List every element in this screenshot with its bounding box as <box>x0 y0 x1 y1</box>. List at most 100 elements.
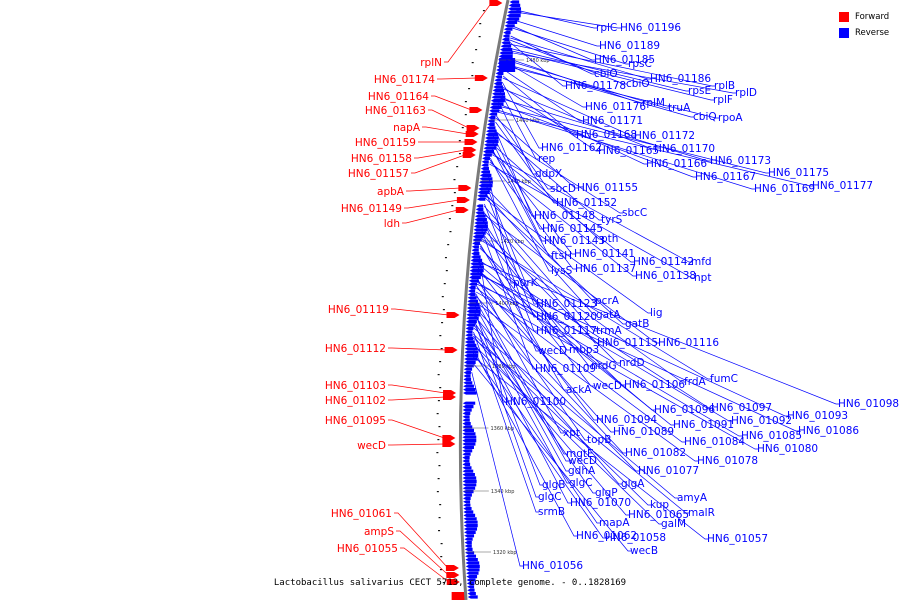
forward-feature-arrow <box>455 207 469 213</box>
reverse-gene-label: HN6_01057 <box>707 533 768 545</box>
reverse-feature-arrow <box>471 248 479 252</box>
reverse-feature-arrow <box>463 384 474 388</box>
reverse-feature-arrow <box>483 146 497 150</box>
forward-feature-dash <box>468 88 471 90</box>
forward-gene-label: HN6_01159 <box>355 137 416 149</box>
reverse-gene-label: HN6_01080 <box>757 443 818 455</box>
reverse-gene-label: rplB <box>714 80 735 92</box>
forward-feature-dash <box>479 23 482 25</box>
reverse-feature-arrow <box>475 214 486 218</box>
reverse-feature-arrow <box>467 595 478 599</box>
reverse-label-connector <box>473 323 571 504</box>
reverse-label-connector <box>474 313 570 484</box>
reverse-feature-arrow <box>467 592 476 596</box>
forward-feature-dash <box>440 348 443 350</box>
reverse-gene-label: HN6_01093 <box>787 410 848 422</box>
reverse-feature-arrow <box>477 190 490 194</box>
reverse-label-connector <box>480 237 685 383</box>
reverse-feature-arrow <box>472 235 484 239</box>
reverse-label-connector <box>497 105 769 174</box>
reverse-gene-label: glgB <box>542 479 565 491</box>
forward-feature-arrow <box>465 131 479 137</box>
reverse-feature-arrow <box>472 241 480 245</box>
scale-tick-label: 1460 kbp <box>516 118 540 124</box>
reverse-feature-arrow <box>506 17 520 21</box>
forward-feature-dash <box>439 569 442 571</box>
reverse-feature-arrow <box>487 122 495 126</box>
reverse-label-connector <box>484 197 626 325</box>
forward-feature-arrow <box>445 565 459 571</box>
reverse-label-connector <box>472 355 708 540</box>
reverse-feature-arrow <box>468 289 476 293</box>
forward-gene-label: ldh <box>384 218 400 230</box>
reverse-gene-label: nrdD <box>619 357 645 369</box>
reverse-gene-label: HN6_01092 <box>731 415 792 427</box>
reverse-feature-arrow <box>463 500 471 504</box>
forward-feature-arrow <box>442 441 456 447</box>
reverse-gene-label: HN6_01065 <box>628 509 689 521</box>
reverse-label-connector <box>486 185 537 305</box>
reverse-gene-label: rplD <box>735 87 757 99</box>
reverse-feature-arrow <box>463 503 471 507</box>
forward-feature-dash <box>437 439 440 441</box>
reverse-feature-arrow <box>463 496 471 500</box>
reverse-gene-label: HN6_01170 <box>654 143 715 155</box>
reverse-label-connector <box>483 213 659 344</box>
reverse-gene-label: tyrS <box>601 214 623 226</box>
reverse-label-connector <box>501 81 542 149</box>
reverse-gene-label: rplM <box>642 97 665 109</box>
forward-feature-arrow <box>466 125 480 131</box>
forward-feature-arrow <box>464 139 478 145</box>
forward-feature-arrow <box>446 572 460 578</box>
forward-feature-dash <box>464 101 467 103</box>
reverse-feature-arrow <box>485 133 498 137</box>
forward-feature-dash <box>475 49 478 51</box>
reverse-gene-label: wecD <box>593 380 622 392</box>
legend-forward: Forward <box>839 9 899 24</box>
reverse-feature-arrow <box>465 326 474 330</box>
reverse-feature-arrow <box>462 456 470 460</box>
reverse-gene-label: HN6_01084 <box>684 436 745 448</box>
reverse-feature-arrow <box>462 445 474 449</box>
reverse-gene-label: pth <box>601 233 618 245</box>
reverse-feature-arrow <box>462 462 471 466</box>
scale-tick-label: 1420 kbp <box>500 239 524 245</box>
reverse-feature-arrow <box>462 408 472 412</box>
reverse-label-connector <box>474 311 543 486</box>
reverse-gene-label: HN6_01056 <box>522 560 583 572</box>
reverse-gene-label: HN6_01173 <box>710 155 771 167</box>
reverse-label-connector <box>482 219 570 351</box>
forward-feature-block <box>451 592 466 600</box>
forward-feature-dash <box>442 309 445 311</box>
reverse-feature-arrow <box>463 371 471 375</box>
reverse-feature-arrow <box>465 337 474 341</box>
reverse-feature-arrow <box>488 112 498 116</box>
reverse-feature-arrow <box>463 388 476 392</box>
reverse-feature-arrow <box>467 292 476 296</box>
reverse-feature-arrow <box>465 564 480 568</box>
reverse-label-connector <box>492 143 602 240</box>
reverse-label-connector <box>473 335 629 516</box>
reverse-label-connector <box>489 161 636 277</box>
reverse-gene-label: wecD <box>538 345 567 357</box>
reverse-feature-arrow <box>462 422 471 426</box>
reverse-feature-arrow <box>480 167 489 171</box>
forward-label-connector <box>431 95 472 111</box>
reverse-feature-arrow <box>462 449 473 453</box>
reverse-label-connector <box>509 39 627 85</box>
forward-gene-label: apbA <box>377 186 405 198</box>
forward-feature-dash <box>436 413 439 415</box>
forward-label-connector <box>444 2 492 63</box>
reverse-feature-arrow <box>495 75 503 79</box>
forward-feature-dash <box>447 244 450 246</box>
reverse-label-connector <box>477 269 674 426</box>
reverse-label-connectors <box>471 9 839 567</box>
forward-feature-dash <box>444 257 447 259</box>
reverse-gene-label: HN6_01169 <box>754 183 815 195</box>
reverse-feature-arrow <box>463 374 471 378</box>
reverse-gene-label: HN6_01171 <box>582 115 643 127</box>
reverse-feature-arrow <box>466 313 481 317</box>
reverse-gene-label: truA <box>668 102 691 114</box>
forward-gene-label: HN6_01055 <box>337 543 398 555</box>
reverse-feature-arrow <box>467 303 480 307</box>
